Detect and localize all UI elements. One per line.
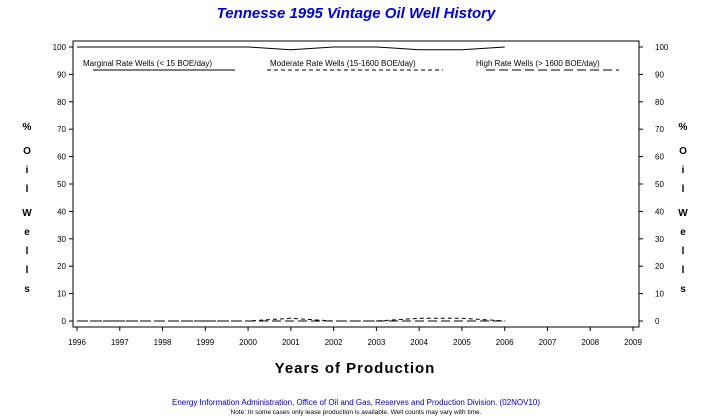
y-tick-label-right-5: 50 <box>655 180 664 189</box>
y-tick-label-right-1: 10 <box>655 290 664 299</box>
y-tick-label-right-8: 80 <box>655 98 664 107</box>
y-tick-label-right-3: 30 <box>655 235 664 244</box>
y-tick-label-left-5: 50 <box>57 180 66 189</box>
y-tick-label-right-2: 20 <box>655 262 664 271</box>
y-tick-label-left-1: 10 <box>57 290 66 299</box>
y-tick-label-left-4: 40 <box>57 207 66 216</box>
y-axis-left: 0 10 20 30 40 50 60 70 80 90 100 <box>53 43 73 326</box>
y-tick-label-left-6: 60 <box>57 153 66 162</box>
x-tick-label-0: 1996 <box>68 338 86 347</box>
legend-label-2: High Rate Wells (> 1600 BOE/day) <box>476 59 600 68</box>
y-tick-label-left-9: 90 <box>57 70 66 79</box>
y-axis-right: 0 10 20 30 40 50 60 70 80 90 100 <box>639 43 669 326</box>
y-tick-label-left-3: 30 <box>57 235 66 244</box>
x-tick-label-1: 1997 <box>111 338 129 347</box>
y-tick-label-right-9: 90 <box>655 70 664 79</box>
chart-title: Tennesse 1995 Vintage Oil Well History <box>217 5 496 22</box>
y-tick-label-right-4: 40 <box>655 207 664 216</box>
y-tick-label-left-0: 0 <box>62 317 67 326</box>
footer-source: Energy Information Administration, Offic… <box>172 398 540 407</box>
y-tick-label-left-7: 70 <box>57 125 66 134</box>
x-tick-label-10: 2006 <box>496 338 514 347</box>
x-tick-label-8: 2004 <box>410 338 428 347</box>
x-tick-label-5: 2001 <box>282 338 300 347</box>
x-axis: 1996 1997 1998 1999 2000 2001 2002 2003 2004 2005… <box>68 327 642 347</box>
legend-label-1: Moderate Rate Wells (15-1600 BOE/day) <box>270 59 416 68</box>
y-tick-label-right-6: 60 <box>655 153 664 162</box>
x-tick-label-4: 2000 <box>239 338 257 347</box>
x-tick-label-12: 2008 <box>581 338 599 347</box>
y-tick-label-right-0: 0 <box>655 317 660 326</box>
legend: Marginal Rate Wells (< 15 BOE/day) Modera… <box>83 59 619 71</box>
x-axis-title: Years of Production <box>275 360 436 377</box>
series-lines <box>77 46 505 322</box>
y-tick-label-left-8: 80 <box>57 98 66 107</box>
x-tick-label-11: 2007 <box>539 338 557 347</box>
footer-note: Note: In some cases only lease productio… <box>231 409 482 416</box>
x-tick-label-7: 2003 <box>367 338 385 347</box>
x-tick-label-9: 2005 <box>453 338 471 347</box>
x-tick-label-13: 2009 <box>624 338 642 347</box>
y-tick-label-right-10: 100 <box>655 43 669 52</box>
y-tick-label-right-7: 70 <box>655 125 664 134</box>
series-line-0 <box>77 46 505 51</box>
legend-label-0: Marginal Rate Wells (< 15 BOE/day) <box>83 59 212 68</box>
y-tick-label-left-10: 100 <box>53 43 67 52</box>
y-tick-label-left-2: 20 <box>57 262 66 271</box>
x-tick-label-2: 1998 <box>154 338 172 347</box>
plot-frame <box>72 40 640 328</box>
x-tick-label-3: 1999 <box>196 338 214 347</box>
x-tick-label-6: 2002 <box>325 338 343 347</box>
